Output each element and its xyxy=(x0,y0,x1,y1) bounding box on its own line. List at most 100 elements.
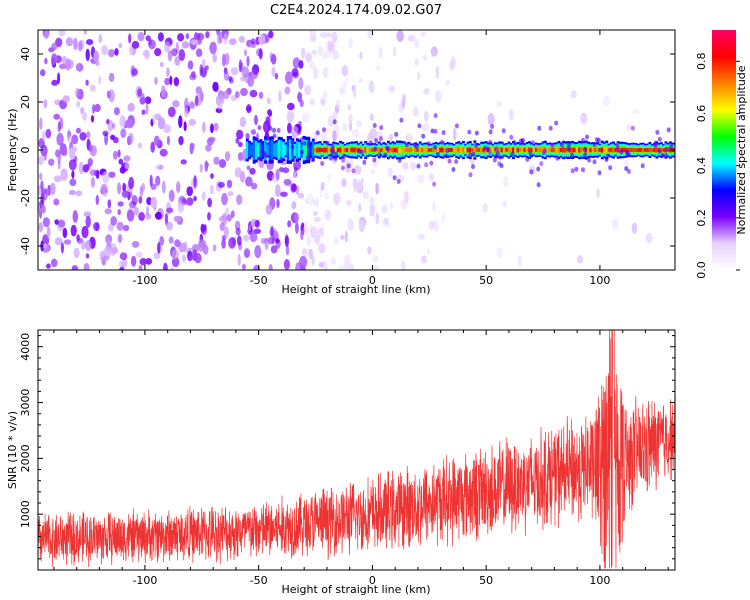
noise-blob xyxy=(238,59,243,73)
noise-blob xyxy=(75,87,80,99)
noise-blob xyxy=(118,42,123,49)
signal-band xyxy=(457,147,461,153)
signal-band xyxy=(546,148,550,152)
noise-blob xyxy=(228,237,237,249)
noise-blob xyxy=(128,176,135,190)
figure-title: C2E4.2024.174.09.02.G07 xyxy=(270,3,442,18)
noise-blob xyxy=(161,180,166,194)
noise-blob xyxy=(130,255,137,267)
noise-blob xyxy=(496,247,504,259)
noise-blob xyxy=(116,221,124,231)
noise-blob xyxy=(117,234,123,243)
noise-blob xyxy=(322,127,326,133)
noise-blob xyxy=(51,42,58,51)
noise-blob xyxy=(501,128,506,134)
noise-blob xyxy=(59,143,67,156)
noise-blob xyxy=(426,141,431,147)
noise-blob xyxy=(234,91,240,99)
noise-blob xyxy=(444,153,449,159)
noise-blob xyxy=(356,179,363,192)
noise-blob xyxy=(619,149,624,155)
noise-blob xyxy=(416,163,421,169)
noise-blob xyxy=(172,100,180,108)
noise-blob xyxy=(340,165,345,171)
noise-blob xyxy=(230,67,239,76)
noise-blob xyxy=(77,40,83,52)
signal-band xyxy=(537,148,540,152)
noise-blob xyxy=(451,167,456,172)
noise-blob xyxy=(297,91,302,103)
signal-band xyxy=(325,147,329,153)
signal-band xyxy=(521,147,524,152)
signal-band xyxy=(334,147,338,153)
noise-blob xyxy=(268,264,273,270)
noise-blob xyxy=(348,113,353,124)
noise-blob xyxy=(339,234,345,240)
noise-blob xyxy=(286,102,295,111)
noise-blob xyxy=(122,182,127,193)
noise-blob xyxy=(347,104,352,111)
noise-blob xyxy=(209,41,217,55)
signal-band xyxy=(323,147,327,153)
noise-blob xyxy=(254,245,262,259)
noise-blob xyxy=(213,122,219,132)
noise-blob xyxy=(111,122,116,130)
noise-blob xyxy=(210,184,214,195)
noise-blob xyxy=(570,168,575,174)
noise-blob xyxy=(238,35,245,43)
signal-band xyxy=(612,147,615,153)
noise-blob xyxy=(83,263,90,270)
noise-blob xyxy=(124,162,130,170)
noise-blob xyxy=(183,121,187,132)
noise-blob xyxy=(320,181,325,191)
noise-blob xyxy=(317,227,324,237)
noise-blob xyxy=(279,156,284,162)
noise-blob xyxy=(240,76,246,82)
colorbar-tick-label: 0.4 xyxy=(695,157,708,175)
noise-blob xyxy=(186,197,194,206)
noise-blob xyxy=(192,249,198,262)
signal-band xyxy=(255,146,258,154)
noise-blob xyxy=(243,49,248,57)
noise-blob xyxy=(121,190,129,198)
noise-blob xyxy=(81,240,86,250)
noise-blob xyxy=(86,131,91,139)
noise-blob xyxy=(199,64,203,77)
noise-blob xyxy=(83,211,92,218)
noise-blob xyxy=(260,238,266,244)
noise-blob xyxy=(205,144,212,152)
signal-band xyxy=(491,148,495,152)
signal-band xyxy=(616,147,620,153)
noise-blob xyxy=(142,49,150,58)
noise-blob xyxy=(108,49,115,58)
signal-band xyxy=(361,148,365,152)
signal-band xyxy=(646,148,650,152)
noise-blob xyxy=(435,66,439,79)
noise-blob xyxy=(138,196,143,204)
noise-blob xyxy=(275,238,280,244)
noise-blob xyxy=(173,215,182,222)
noise-blob xyxy=(230,210,235,219)
noise-blob xyxy=(322,89,328,98)
noise-blob xyxy=(41,130,46,141)
noise-blob xyxy=(410,162,417,171)
noise-blob xyxy=(258,91,264,99)
noise-blob xyxy=(131,68,138,76)
noise-blob xyxy=(166,207,174,214)
noise-blob xyxy=(324,209,332,221)
noise-blob xyxy=(367,30,373,39)
noise-blob xyxy=(58,63,67,70)
noise-blob xyxy=(305,155,310,161)
noise-blob xyxy=(358,77,363,84)
noise-blob xyxy=(44,57,48,65)
noise-blob xyxy=(159,235,165,246)
x-tick-label: 0 xyxy=(369,574,376,587)
noise-blob xyxy=(344,230,348,243)
noise-blob xyxy=(482,202,489,213)
noise-blob xyxy=(344,76,350,84)
noise-blob xyxy=(370,169,376,175)
noise-blob xyxy=(396,179,401,184)
noise-blob xyxy=(54,219,59,225)
noise-blob xyxy=(265,204,273,216)
signal-band xyxy=(459,147,463,153)
